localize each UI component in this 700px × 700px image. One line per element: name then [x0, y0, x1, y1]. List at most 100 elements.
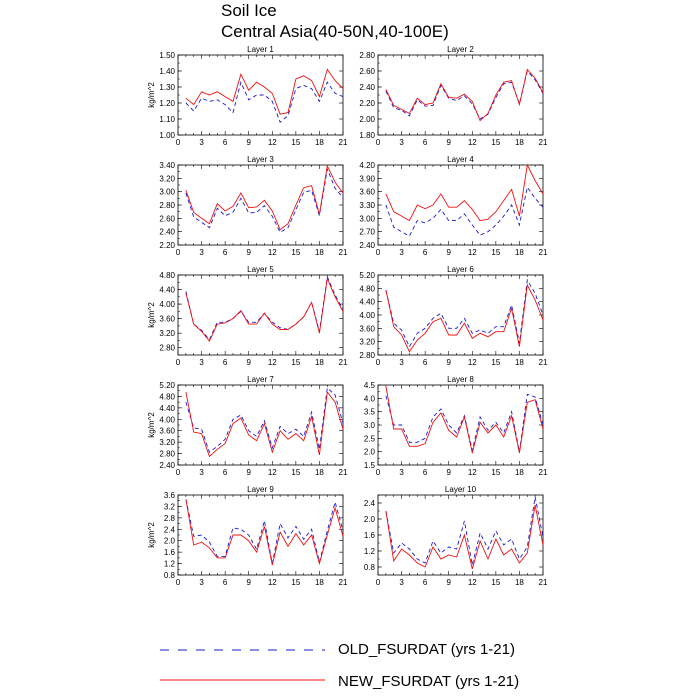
y-tick-label: 3.90 [359, 174, 375, 183]
y-tick-label: 2.0 [364, 515, 376, 524]
y-tick-label: 1.00 [159, 131, 175, 140]
x-tick-label: 18 [515, 248, 524, 257]
y-tick-label: 3.60 [359, 188, 375, 197]
x-tick-label: 6 [223, 578, 228, 587]
x-tick-label: 6 [423, 468, 428, 477]
y-tick-label: 3.2 [164, 502, 176, 511]
x-tick-label: 0 [176, 248, 181, 257]
panel-layer-10: Layer 10 0 3 6 9 12 15 18 21 0.8 1.2 1.6 2.0 2.4 [364, 485, 548, 587]
y-axis-label: kg/m^2 [147, 412, 156, 438]
y-tick-label: 2.4 [364, 499, 376, 508]
series-line-new [385, 386, 544, 454]
legend-new-label: NEW_FSURDAT (yrs 1-21) [338, 673, 519, 690]
y-tick-label: 4.00 [159, 300, 175, 309]
x-tick-label: 18 [315, 468, 324, 477]
x-tick-label: 15 [491, 138, 500, 147]
x-tick-label: 15 [491, 358, 500, 367]
x-tick-label: 15 [291, 468, 300, 477]
panel-layer-2: Layer 2 0 3 6 9 12 15 18 21 1.80 2.00 2.20 2.40 2.60 2… [359, 45, 548, 147]
x-tick-label: 18 [315, 248, 324, 257]
series-line-old [385, 70, 544, 120]
x-tick-label: 0 [176, 578, 181, 587]
x-tick-label: 21 [339, 468, 348, 477]
x-tick-label: 3 [199, 248, 204, 257]
y-tick-label: 4.0 [364, 394, 376, 403]
y-tick-label: 3.60 [359, 324, 375, 333]
x-tick-label: 15 [291, 248, 300, 257]
panel-layer-7: Layer 7 0 3 6 9 12 15 18 21 2.40 2.80 3.20 3.60 4.00 4… [147, 375, 348, 477]
series-line-old [185, 386, 344, 453]
x-tick-label: 9 [446, 138, 451, 147]
x-tick-label: 12 [268, 468, 277, 477]
y-tick-label: 2.8 [164, 514, 176, 523]
legend: OLD_FSURDAT (yrs 1-21) NEW_FSURDAT (yrs … [160, 641, 519, 690]
y-tick-label: 2.40 [359, 83, 375, 92]
x-tick-label: 15 [291, 358, 300, 367]
y-tick-label: 0.8 [364, 563, 376, 572]
figure-title: Soil Ice Central Asia(40-50N,40-100E) [221, 0, 449, 42]
y-tick-label: 1.80 [359, 131, 375, 140]
x-tick-label: 9 [446, 358, 451, 367]
y-tick-label: 2.20 [359, 99, 375, 108]
series-line-old [385, 393, 544, 452]
y-tick-label: 3.0 [364, 421, 376, 430]
plot-frame [377, 54, 544, 136]
y-tick-label: 4.20 [359, 161, 375, 170]
x-tick-label: 6 [423, 138, 428, 147]
x-tick-label: 9 [446, 248, 451, 257]
panel-layer-6: Layer 6 0 3 6 9 12 15 18 21 2.80 3.20 3.60 4.00 4.40 4… [359, 265, 548, 367]
x-tick-label: 18 [515, 578, 524, 587]
y-axis-label: kg/m^2 [147, 302, 156, 328]
x-tick-label: 12 [468, 138, 477, 147]
x-tick-label: 18 [315, 358, 324, 367]
y-tick-label: 1.6 [364, 531, 376, 540]
y-tick-label: 2.80 [159, 344, 175, 353]
y-tick-label: 4.80 [159, 392, 175, 401]
x-tick-label: 21 [539, 248, 548, 257]
panel-title: Layer 10 [445, 485, 477, 494]
series-line-old [385, 186, 544, 237]
y-tick-label: 2.80 [159, 450, 175, 459]
y-tick-label: 3.00 [359, 214, 375, 223]
y-tick-label: 3.20 [159, 174, 175, 183]
plot-frame [177, 274, 344, 356]
x-tick-label: 9 [446, 578, 451, 587]
y-tick-label: 2.40 [359, 241, 375, 250]
x-tick-label: 15 [291, 578, 300, 587]
series-line-new [385, 504, 544, 570]
y-tick-label: 3.00 [159, 188, 175, 197]
series-line-new [185, 68, 344, 115]
y-tick-label: 4.40 [159, 286, 175, 295]
y-tick-label: 2.0 [364, 448, 376, 457]
x-tick-label: 9 [246, 468, 251, 477]
y-tick-label: 1.50 [159, 51, 175, 60]
plot-frame [177, 494, 344, 576]
panel-title: Layer 4 [447, 155, 474, 164]
x-tick-label: 3 [399, 248, 404, 257]
panel-layer-5: Layer 5 0 3 6 9 12 15 18 21 2.80 3.20 3.60 4.00 4.40 4… [147, 265, 348, 367]
y-tick-label: 1.10 [159, 115, 175, 124]
y-tick-label: 4.80 [159, 271, 175, 280]
x-tick-label: 9 [246, 138, 251, 147]
plot-frame [377, 164, 544, 246]
panel-title: Layer 2 [447, 45, 474, 54]
y-tick-label: 4.80 [359, 284, 375, 293]
x-tick-label: 6 [223, 358, 228, 367]
y-tick-label: 1.2 [164, 560, 176, 569]
y-tick-label: 1.5 [364, 461, 376, 470]
series-line-new [385, 283, 544, 353]
x-tick-label: 0 [376, 358, 381, 367]
x-tick-label: 0 [376, 578, 381, 587]
figure-title-line1: Soil Ice [221, 1, 277, 20]
x-tick-label: 6 [423, 578, 428, 587]
x-tick-label: 9 [446, 468, 451, 477]
y-tick-label: 2.40 [159, 228, 175, 237]
series-line-old [385, 496, 544, 566]
x-tick-label: 0 [176, 138, 181, 147]
legend-old-label: OLD_FSURDAT (yrs 1-21) [338, 641, 515, 658]
x-tick-label: 3 [199, 358, 204, 367]
y-tick-label: 1.30 [159, 83, 175, 92]
x-tick-label: 21 [539, 468, 548, 477]
y-tick-label: 2.4 [164, 525, 176, 534]
y-tick-label: 0.8 [164, 571, 176, 580]
